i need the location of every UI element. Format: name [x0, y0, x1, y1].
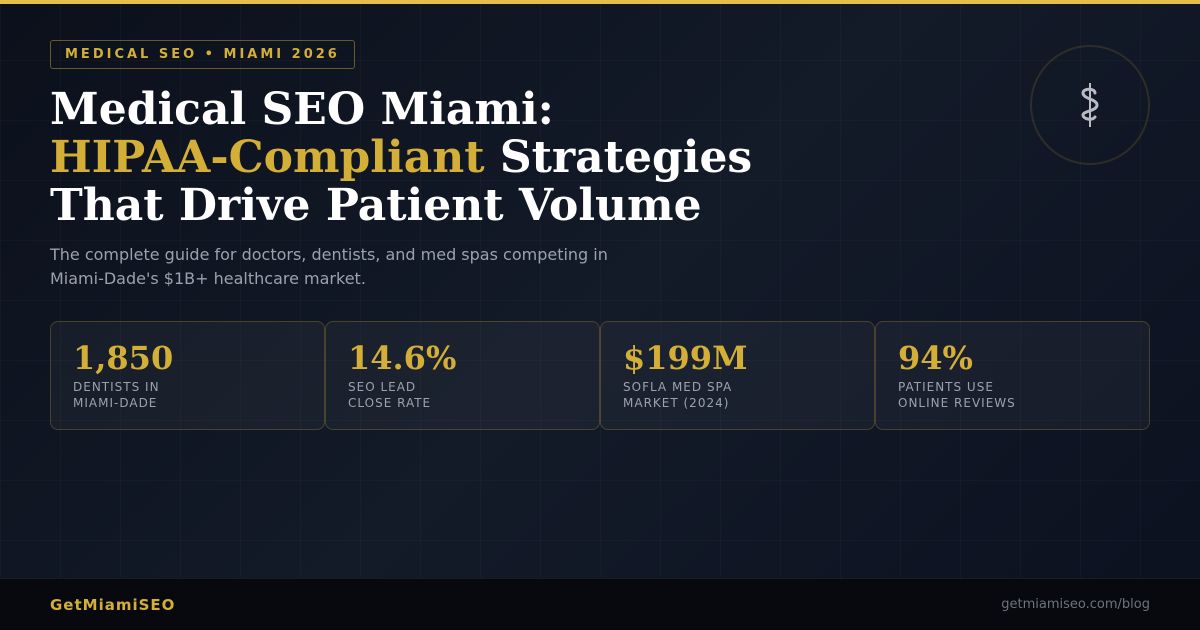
stat-label: SEO Lead Close Rate [348, 380, 432, 410]
title-line-1: Medical SEO Miami: [50, 84, 554, 135]
subtitle: The complete guide for doctors, dentists… [50, 245, 608, 288]
emblem-circle [1030, 45, 1150, 165]
title-line-2: HIPAA-Compliant Strategies [50, 134, 752, 182]
stat-label: Patients Use Online Reviews [898, 380, 1016, 410]
title-highlight: HIPAA-Compliant [50, 132, 485, 183]
stat-value: 14.6% [348, 339, 457, 377]
top-accent-bar [0, 0, 1200, 4]
stat-value: 94% [898, 339, 973, 377]
caduceus-icon [1081, 83, 1099, 127]
stats-row: 1,850 Dentists in Miami-Dade 14.6% SEO Lea… [50, 321, 1150, 430]
stat-value: 1,850 [73, 339, 174, 377]
category-badge: MEDICAL SEO • MIAMI 2026 [50, 40, 355, 69]
footer: GetMiamiSEO getmiamiseo.com/blog [0, 578, 1200, 630]
page-title: Medical SEO Miami: HIPAA-Compliant Strat… [50, 86, 752, 230]
stat-card: 1,850 Dentists in Miami-Dade [50, 321, 325, 430]
title-line-3: That Drive Patient Volume [50, 180, 702, 231]
site-url: getmiamiseo.com/blog [1001, 597, 1150, 612]
stat-card: $199M SoFla Med Spa Market (2024) [600, 321, 875, 430]
stat-card: 14.6% SEO Lead Close Rate [325, 321, 600, 430]
stat-label: Dentists in Miami-Dade [73, 380, 160, 410]
stat-card: 94% Patients Use Online Reviews [875, 321, 1150, 430]
stat-label: SoFla Med Spa Market (2024) [623, 380, 733, 410]
stat-value: $199M [623, 339, 748, 377]
title-line-2-rest: Strategies [484, 132, 753, 183]
brand-name: GetMiamiSEO [50, 595, 176, 614]
